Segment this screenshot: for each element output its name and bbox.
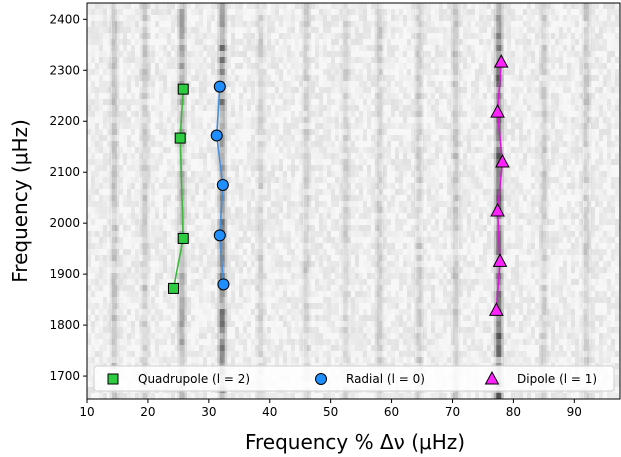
legend-label: Quadrupole (l = 2): [138, 372, 250, 386]
data-point-triangle: [489, 302, 504, 316]
data-point-square: [177, 232, 189, 244]
data-point-triangle: [492, 253, 508, 267]
legend-marker: [315, 373, 327, 385]
x-tick-label: 80: [506, 405, 521, 419]
x-tick-label: 10: [79, 405, 94, 419]
plot-frame: [86, 2, 621, 400]
x-tick-label: 70: [445, 405, 460, 419]
y-tick-label: 2100: [49, 165, 80, 179]
x-axis-title: Frequency % Δν (μHz): [245, 430, 465, 454]
data-point-square: [177, 83, 189, 95]
y-tick-label: 2200: [49, 114, 80, 128]
data-point-triangle: [495, 153, 510, 168]
x-axis: 10 20 30 40 50 60 70 80 90: [79, 399, 582, 419]
legend-marker: [107, 373, 119, 385]
y-tick-label: 1700: [49, 369, 80, 383]
data-point-circle: [217, 278, 230, 291]
y-tick-label: 2400: [49, 12, 80, 26]
series-line-0: [172, 89, 185, 289]
y-axis-title: Frequency (μHz): [8, 119, 32, 283]
data-point-square: [174, 132, 186, 144]
x-tick-label: 40: [262, 405, 277, 419]
data-point-triangle: [490, 202, 505, 217]
y-tick-label: 2300: [49, 63, 80, 77]
data-point-triangle: [490, 104, 505, 118]
series-line-2: [495, 62, 504, 311]
legend-box: [93, 365, 615, 392]
x-tick-label: 90: [567, 405, 582, 419]
legend: Quadrupole (l = 2) Radial (l = 0) Dipole (…: [93, 365, 615, 392]
y-tick-label: 1900: [49, 267, 80, 281]
legend-label: Radial (l = 0): [346, 372, 425, 386]
y-tick-label: 2000: [49, 216, 80, 230]
data-point-circle: [213, 229, 226, 242]
series-layer: [167, 54, 510, 316]
y-axis: 1700 1800 1900 2000 2100 2200 2300 2400: [49, 12, 87, 383]
y-tick-label: 1800: [49, 318, 80, 332]
legend-marker: [484, 370, 500, 385]
x-tick-label: 60: [384, 405, 399, 419]
x-tick-label: 50: [323, 405, 338, 419]
data-point-triangle: [493, 54, 509, 68]
data-point-circle: [213, 80, 226, 93]
echelle-background: [87, 3, 620, 399]
legend-label: Dipole (l = 1): [517, 372, 597, 386]
data-point-circle: [216, 178, 229, 191]
x-tick-label: 30: [201, 405, 216, 419]
data-point-square: [167, 282, 179, 294]
data-point-circle: [210, 129, 223, 142]
x-tick-label: 20: [140, 405, 155, 419]
